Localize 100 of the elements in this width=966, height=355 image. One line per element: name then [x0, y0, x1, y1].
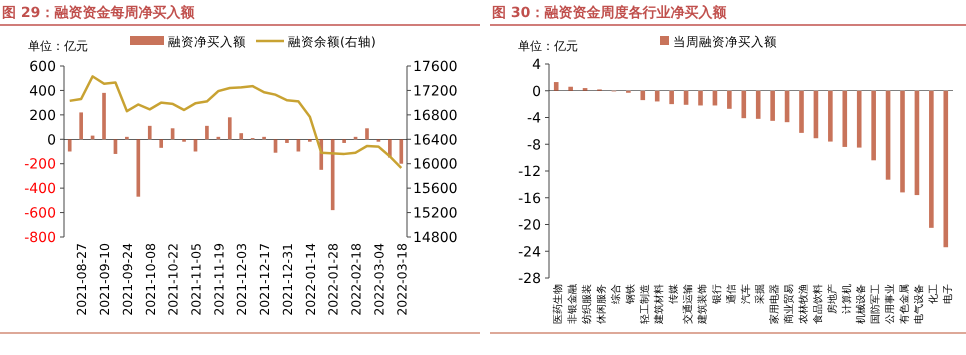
- x-tick-label: 有色金属: [898, 284, 910, 324]
- legend-label: 融资净买入额: [168, 34, 246, 49]
- x-tick-label: 非银金融: [566, 284, 579, 324]
- x-tick-label: 2022-02-18: [348, 242, 364, 316]
- bar: [365, 128, 369, 140]
- x-tick-label: 医药生物: [552, 284, 564, 324]
- y-tick-label: -200: [24, 156, 56, 173]
- y-tick-label: -28: [518, 271, 541, 287]
- x-tick-label: 商业贸易: [783, 284, 796, 324]
- x-tick-label: 电气设备: [912, 284, 925, 324]
- bar: [784, 90, 790, 122]
- x-tick-label: 传媒: [668, 284, 680, 304]
- bar: [274, 139, 278, 153]
- bar: [727, 90, 732, 109]
- x-tick-label: 2022-01-14: [302, 242, 318, 316]
- bar: [136, 139, 140, 197]
- x-tick-label: 2021-10-08: [142, 242, 158, 316]
- bar: [568, 86, 573, 91]
- x-tick-label: 建筑材料: [653, 284, 666, 325]
- bar: [399, 139, 404, 164]
- bar: [262, 136, 266, 140]
- x-tick-label: 采掘: [754, 284, 766, 304]
- y2-tick-label: 16800: [413, 108, 458, 124]
- bar: [654, 90, 660, 102]
- x-tick-label: 汽车: [740, 284, 752, 304]
- y-tick-label: 600: [29, 59, 56, 75]
- text: 单位：亿元: [28, 39, 88, 53]
- x-tick-label: 农林牧渔: [798, 284, 810, 324]
- bar: [114, 139, 118, 154]
- bar: [90, 136, 94, 140]
- x-tick-label: 纺织服装: [581, 284, 594, 324]
- bar: [900, 90, 905, 192]
- bar: [770, 90, 775, 121]
- y-tick-label: -400: [24, 181, 56, 198]
- y2-tick-label: 16400: [413, 132, 458, 148]
- x-tick-label: 公用事业: [884, 284, 896, 324]
- x-tick-label: 建筑装饰: [696, 284, 708, 325]
- y-tick-label: -4: [527, 110, 542, 126]
- y2-tick-label: 17200: [413, 83, 458, 100]
- bar: [684, 90, 688, 105]
- bar: [239, 133, 244, 140]
- bar: [342, 139, 346, 143]
- bar: [814, 90, 818, 138]
- bar: [640, 90, 646, 100]
- x-tick-label: 综合: [610, 284, 622, 304]
- bar: [756, 90, 761, 119]
- y-tick-label: 400: [29, 83, 56, 100]
- x-tick-label: 2021-09-10: [97, 242, 112, 316]
- bar: [79, 112, 83, 140]
- y-tick-label: -8: [527, 137, 541, 154]
- bar: [102, 92, 106, 140]
- bar: [68, 139, 72, 152]
- x-tick-label: 2021-10-22: [166, 243, 181, 316]
- bar: [554, 82, 559, 91]
- x-tick-label: 2022-01-28: [326, 242, 341, 316]
- x-tick-label: 2021-12-31: [280, 243, 295, 316]
- legend-label: 当周融资净买入额: [673, 34, 777, 49]
- chart-title: 图 30：融资资金周度各行业净买入额: [492, 4, 728, 21]
- y2-tick-label: 15600: [413, 181, 458, 198]
- bar: [828, 90, 833, 142]
- y-tick-label: -16: [518, 190, 542, 207]
- y-tick-label: -800: [24, 230, 56, 246]
- y-tick-label: 0: [532, 84, 541, 100]
- bar: [582, 88, 588, 91]
- bar: [886, 90, 890, 180]
- bar: [125, 136, 129, 140]
- x-tick-label: 食品饮料: [812, 284, 824, 324]
- x-tick-label: 钢铁: [624, 284, 636, 305]
- line-series: [68, 75, 403, 170]
- x-tick-label: 2021-12-17: [257, 243, 272, 316]
- bar: [205, 126, 209, 140]
- bar: [354, 136, 358, 140]
- y-tick-label: 0: [47, 132, 56, 148]
- bar: [148, 126, 152, 140]
- x-tick-label: 化工: [927, 284, 940, 304]
- y-tick-label: 200: [29, 108, 56, 124]
- bar: [285, 139, 289, 143]
- x-tick-label: 房地产: [826, 284, 838, 314]
- y2-tick-label: 14800: [413, 230, 458, 246]
- x-tick-label: 通信: [725, 284, 738, 304]
- bar: [296, 139, 300, 152]
- x-tick-label: 国防军工: [870, 284, 882, 324]
- y-tick-label: -24: [518, 244, 542, 260]
- x-tick-label: 休闲服务: [596, 284, 608, 324]
- bar: [330, 139, 335, 210]
- bar: [943, 90, 948, 248]
- bar: [856, 90, 862, 148]
- text: 单位：亿元: [518, 39, 578, 53]
- x-tick-label: 交通运输: [682, 284, 694, 324]
- x-tick-label: 计算机: [840, 284, 853, 314]
- y-tick-label: -600: [24, 206, 56, 222]
- x-tick-label: 2021-11-19: [211, 242, 226, 316]
- bar: [194, 139, 198, 152]
- bar: [159, 139, 164, 148]
- x-tick-label: 2022-03-18: [394, 242, 410, 316]
- bar: [871, 90, 876, 160]
- x-tick-label: 家用电器: [768, 284, 781, 324]
- y2-tick-label: 15200: [413, 206, 458, 222]
- x-tick-label: 机械设备: [855, 284, 868, 324]
- x-tick-label: 电子: [942, 284, 954, 304]
